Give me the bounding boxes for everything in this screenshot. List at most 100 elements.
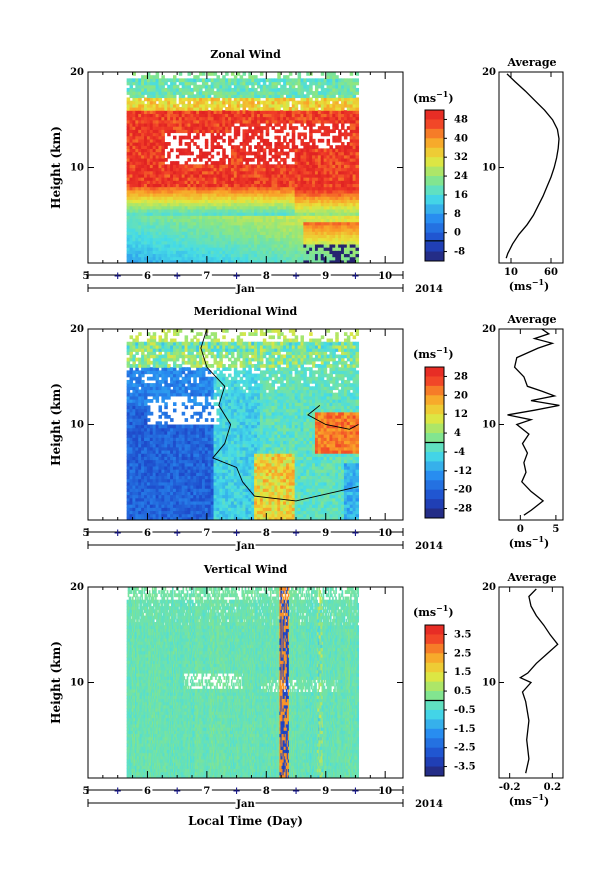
heatmap-cell xyxy=(349,72,354,76)
heatmap-cell xyxy=(355,164,360,169)
heatmap-cell xyxy=(135,224,139,229)
heatmap-cell xyxy=(149,338,154,343)
heatmap-cell xyxy=(277,208,281,213)
heatmap-cell xyxy=(326,243,331,248)
heatmap-cell xyxy=(280,180,284,185)
heatmap-cell xyxy=(341,192,345,197)
heatmap-cell xyxy=(196,94,200,99)
heatmap-cell xyxy=(355,221,360,226)
heatmap-cell xyxy=(216,161,220,165)
heatmap-cell xyxy=(164,253,168,258)
heatmap-cell xyxy=(196,91,200,95)
heatmap-cell xyxy=(274,154,278,159)
heatmap-cell xyxy=(167,142,171,146)
heatmap-cell xyxy=(141,510,145,515)
heatmap-cell xyxy=(352,173,357,178)
heatmap-cell xyxy=(149,180,154,185)
heatmap-cell xyxy=(341,170,345,175)
heatmap-cell xyxy=(149,453,154,457)
heatmap-cell xyxy=(230,170,235,175)
heatmap-cell xyxy=(262,148,267,153)
heatmap-cell xyxy=(144,440,148,445)
heatmap-cell xyxy=(149,135,154,140)
heatmap-cell xyxy=(175,183,180,188)
heatmap-cell xyxy=(349,126,354,130)
heatmap-cell xyxy=(317,243,322,248)
heatmap-cell xyxy=(242,122,247,127)
heatmap-cell xyxy=(343,81,348,86)
heatmap-cell xyxy=(210,72,215,76)
heatmap-cell xyxy=(332,215,336,220)
heatmap-cell xyxy=(262,107,267,111)
heatmap-cell xyxy=(219,119,223,124)
heatmap-cell xyxy=(149,481,154,486)
heatmap-cell xyxy=(144,157,148,162)
heatmap-cell xyxy=(297,113,302,118)
heatmap-cell xyxy=(141,107,145,111)
heatmap-cell xyxy=(323,132,328,137)
heatmap-cell xyxy=(309,119,313,124)
heatmap-cell xyxy=(294,215,299,220)
heatmap-cell xyxy=(323,119,328,124)
heatmap-cell xyxy=(152,199,157,204)
heatmap-cell xyxy=(259,237,264,242)
heatmap-cell xyxy=(172,113,177,118)
heatmap-cell xyxy=(294,221,299,226)
heatmap-cell xyxy=(141,212,145,216)
heatmap-cell xyxy=(268,196,273,200)
heatmap-cell xyxy=(312,110,316,114)
heatmap-cell xyxy=(132,113,136,118)
heatmap-cell xyxy=(352,205,357,210)
heatmap-cell xyxy=(149,100,154,105)
heatmap-cell xyxy=(326,253,331,258)
heatmap-cell xyxy=(129,132,134,137)
heatmap-cell xyxy=(338,94,342,99)
heatmap-cell xyxy=(332,221,336,226)
heatmap-cell xyxy=(149,170,154,175)
heatmap-cell xyxy=(207,240,212,245)
heatmap-cell xyxy=(254,199,258,204)
heatmap-cell xyxy=(268,186,273,191)
heatmap-cell xyxy=(329,173,333,178)
heatmap-cell xyxy=(158,110,162,114)
heatmap-cell xyxy=(181,234,186,239)
heatmap-cell xyxy=(141,103,145,108)
heatmap-cell xyxy=(352,122,357,127)
heatmap-cell xyxy=(297,215,302,220)
heatmap-cell xyxy=(314,84,319,89)
heatmap-cell xyxy=(265,199,270,204)
heatmap-cell xyxy=(254,145,258,149)
heatmap-cell xyxy=(341,116,345,121)
heatmap-cell xyxy=(210,247,215,251)
heatmap-cell xyxy=(297,212,302,216)
heatmap-cell xyxy=(132,456,136,461)
heatmap-cell xyxy=(207,180,212,185)
heatmap-cell xyxy=(332,170,336,175)
heatmap-cell xyxy=(170,110,174,114)
heatmap-cell xyxy=(233,75,238,79)
heatmap-cell xyxy=(178,196,183,200)
heatmap-cell xyxy=(268,113,273,118)
heatmap-cell xyxy=(172,161,177,165)
heatmap-cell xyxy=(259,231,264,235)
heatmap-cell xyxy=(184,205,189,210)
heatmap-cell xyxy=(175,253,180,258)
heatmap-cell xyxy=(338,202,342,207)
heatmap-cell xyxy=(152,376,157,381)
heatmap-cell xyxy=(146,344,151,349)
heatmap-cell xyxy=(158,208,162,213)
heatmap-cell xyxy=(201,186,206,191)
heatmap-cell xyxy=(274,183,278,188)
heatmap-cell xyxy=(341,243,345,248)
heatmap-cell xyxy=(129,164,134,169)
colorbar-segment xyxy=(425,213,444,224)
heatmap-cell xyxy=(175,110,180,114)
heatmap-cell xyxy=(341,234,345,239)
heatmap-cell xyxy=(141,446,145,451)
heatmap-cell xyxy=(326,256,331,261)
heatmap-cell xyxy=(300,103,304,108)
heatmap-cell xyxy=(274,84,278,89)
heatmap-cell xyxy=(155,497,160,502)
heatmap-cell xyxy=(144,208,148,213)
heatmap-cell xyxy=(262,256,267,261)
